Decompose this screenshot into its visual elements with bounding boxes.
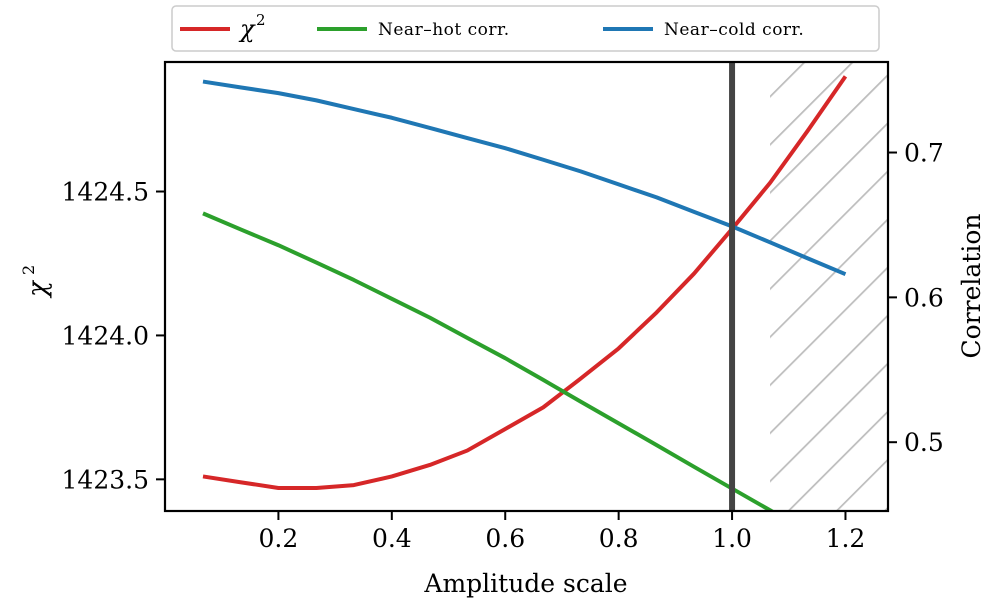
hatched-region bbox=[770, 62, 888, 511]
x-tick-label: 1.0 bbox=[712, 524, 752, 553]
x-tick-label: 0.2 bbox=[259, 524, 299, 553]
right-y-tick-label: 0.5 bbox=[904, 428, 944, 457]
axis-ticks: 0.2 0.4 0.6 0.8 1.0 1.2 1423.5 1424.0 1424.5 0.5 0… bbox=[62, 139, 944, 553]
left-y-tick-label: 1424.5 bbox=[62, 178, 149, 207]
x-tick-label: 1.2 bbox=[826, 524, 866, 553]
legend: χ 2 Near–hot corr. Near–cold corr. bbox=[171, 5, 880, 52]
right-y-tick-label: 0.6 bbox=[904, 283, 944, 312]
x-axis-title: Amplitude scale bbox=[423, 569, 627, 598]
x-tick-label: 0.4 bbox=[372, 524, 412, 553]
series-line-near-hot-corr bbox=[202, 211, 776, 511]
x-tick-label: 0.6 bbox=[485, 524, 525, 553]
legend-label-near-hot: Near–hot corr. bbox=[378, 20, 510, 40]
left-y-tick-label: 1424.0 bbox=[62, 321, 149, 350]
series-line-near-cold-corr bbox=[202, 79, 847, 277]
series-line-chi2 bbox=[202, 75, 848, 490]
left-y-axis-title-base: χ bbox=[23, 279, 53, 299]
legend-label-near-cold: Near–cold corr. bbox=[664, 20, 804, 40]
right-y-tick-label: 0.7 bbox=[904, 139, 944, 168]
plot-frame bbox=[163, 60, 890, 513]
series-lines bbox=[202, 75, 848, 511]
left-y-axis-title: χ 2 bbox=[19, 265, 53, 299]
legend-label-chi2: χ bbox=[238, 15, 256, 43]
left-y-tick-label: 1423.5 bbox=[62, 465, 149, 494]
x-tick-label: 0.8 bbox=[599, 524, 639, 553]
right-y-axis-title: Correlation bbox=[957, 214, 986, 359]
legend-label-chi2-superscript: 2 bbox=[256, 11, 266, 29]
left-y-axis-title-superscript: 2 bbox=[19, 265, 38, 275]
legend-box bbox=[171, 5, 880, 52]
